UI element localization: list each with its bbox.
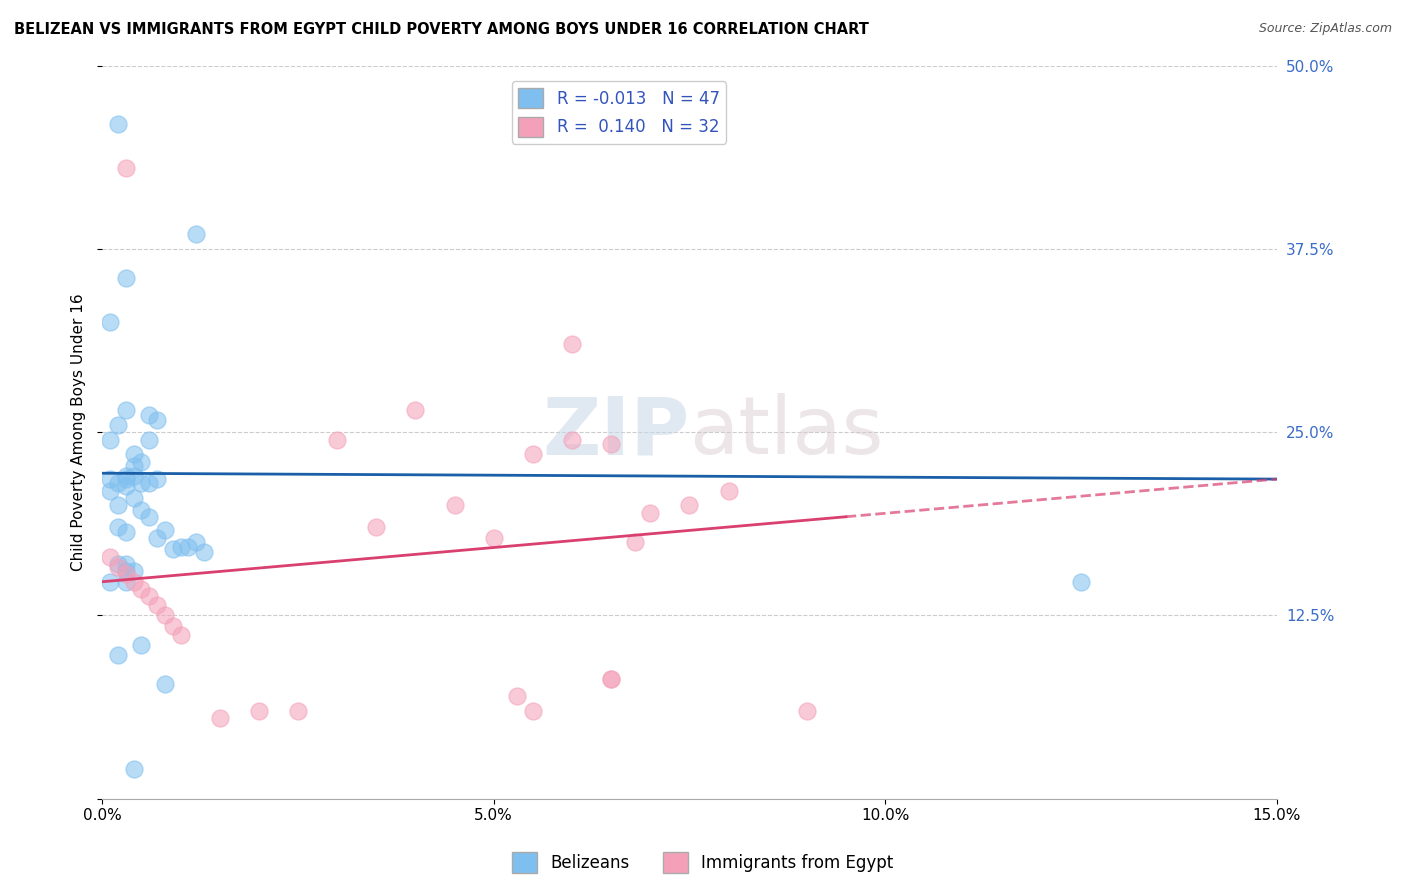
Point [522,704,544,718]
Point [162,542,184,557]
Point [638,506,661,520]
Point [193,545,215,559]
Text: Source: ZipAtlas.com: Source: ZipAtlas.com [1258,22,1392,36]
Point [162,618,184,632]
Point [186,535,208,549]
Point [1070,574,1092,589]
Point [122,469,145,483]
Point [600,437,623,451]
Text: ZIP: ZIP [543,393,689,471]
Point [122,763,145,777]
Point [169,627,191,641]
Point [98,315,121,329]
Point [138,433,160,447]
Point [114,472,136,486]
Point [146,531,169,545]
Point [153,677,176,691]
Point [138,408,160,422]
Point [107,557,129,571]
Point [678,499,700,513]
Legend: R = -0.013   N = 47, R =  0.140   N = 32: R = -0.013 N = 47, R = 0.140 N = 32 [512,81,727,144]
Point [122,458,145,473]
Point [131,503,153,517]
Text: atlas: atlas [689,393,884,471]
Point [138,510,160,524]
Point [146,472,169,486]
Point [114,565,136,579]
Point [107,499,129,513]
Point [98,483,121,498]
Point [186,227,208,242]
Point [107,476,129,491]
Point [404,403,426,417]
Point [114,479,136,493]
Point [131,582,153,596]
Point [114,524,136,539]
Point [107,417,129,432]
Y-axis label: Child Poverty Among Boys Under 16: Child Poverty Among Boys Under 16 [72,293,86,571]
Point [443,499,465,513]
Point [169,540,191,554]
Point [208,711,231,725]
Point [506,689,529,703]
Point [107,117,129,131]
Point [326,433,349,447]
Point [122,574,145,589]
Point [247,704,270,718]
Point [98,433,121,447]
Point [98,574,121,589]
Point [366,520,388,534]
Point [482,531,505,545]
Point [522,447,544,461]
Point [287,704,309,718]
Point [114,271,136,285]
Point [600,672,623,686]
Point [122,565,145,579]
Legend: Belizeans, Immigrants from Egypt: Belizeans, Immigrants from Egypt [506,846,900,880]
Point [153,608,176,623]
Point [107,520,129,534]
Point [131,476,153,491]
Point [796,704,818,718]
Point [561,337,583,351]
Point [138,476,160,491]
Point [114,161,136,176]
Point [114,403,136,417]
Point [114,469,136,483]
Point [561,433,583,447]
Point [600,672,623,686]
Point [138,590,160,604]
Point [623,535,645,549]
Point [177,540,200,554]
Point [146,413,169,427]
Point [122,491,145,505]
Point [131,454,153,468]
Point [114,567,136,582]
Point [114,557,136,571]
Point [114,574,136,589]
Point [107,560,129,574]
Point [717,483,740,498]
Point [153,524,176,538]
Text: BELIZEAN VS IMMIGRANTS FROM EGYPT CHILD POVERTY AMONG BOYS UNDER 16 CORRELATION : BELIZEAN VS IMMIGRANTS FROM EGYPT CHILD … [14,22,869,37]
Point [107,648,129,662]
Point [122,447,145,461]
Point [146,598,169,612]
Point [131,638,153,652]
Point [98,549,121,564]
Point [98,472,121,486]
